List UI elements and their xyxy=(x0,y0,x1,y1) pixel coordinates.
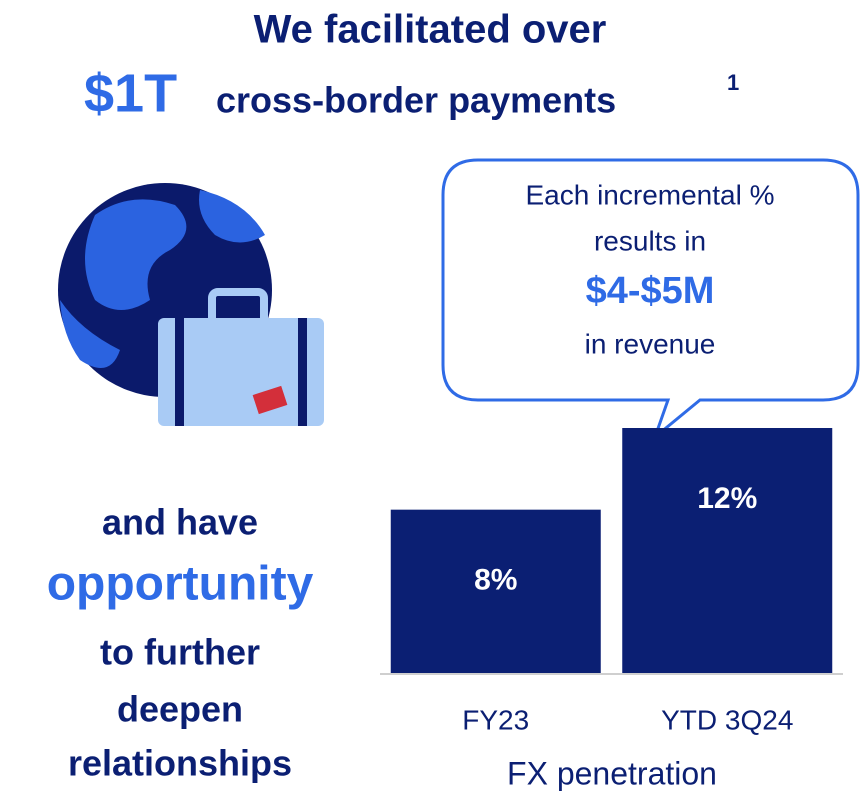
x-axis-label: FX penetration xyxy=(507,755,717,791)
callout-amount: $4-$5M xyxy=(586,270,715,312)
callout-bubble xyxy=(441,158,860,442)
left-text-emphasis: opportunity xyxy=(47,558,314,611)
left-text: deepen xyxy=(117,689,243,730)
footnote-mark: 1 xyxy=(727,70,739,95)
headline-amount: $1T xyxy=(84,63,177,123)
headline-rest: cross-border payments xyxy=(216,80,616,121)
bar xyxy=(622,428,833,673)
left-text: to further xyxy=(100,632,260,673)
callout-text: results in xyxy=(594,225,706,256)
suitcase-icon xyxy=(158,288,324,426)
x-tick-label: FY23 xyxy=(462,704,529,735)
left-text: relationships xyxy=(68,743,292,784)
callout-text: Each incremental % xyxy=(525,179,774,210)
headline: We facilitated over xyxy=(254,8,607,52)
x-tick-label: YTD 3Q24 xyxy=(661,704,793,735)
value-label: 12% xyxy=(697,482,757,515)
left-text: and have xyxy=(102,502,258,543)
value-label: 8% xyxy=(474,564,517,597)
callout-text: in revenue xyxy=(585,328,716,359)
bar xyxy=(390,509,601,673)
